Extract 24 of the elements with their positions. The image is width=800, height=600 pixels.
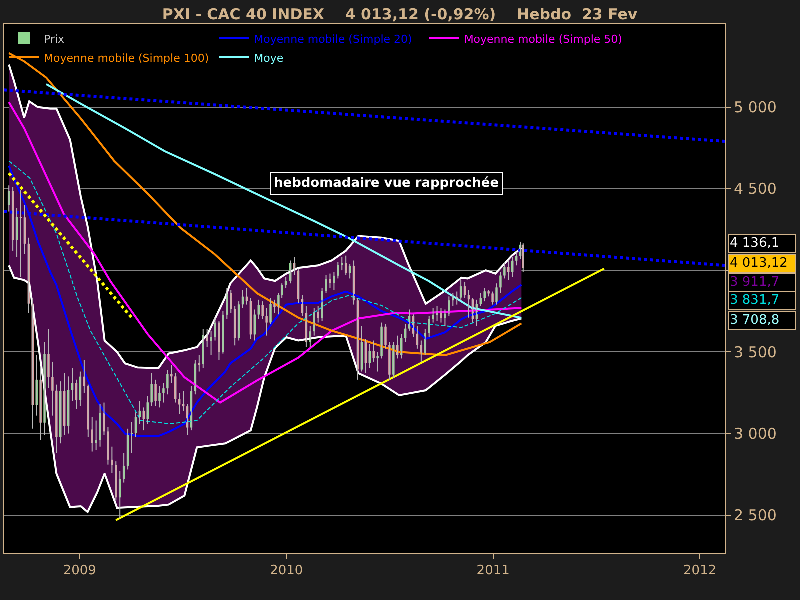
y-tick-label: 5 000 <box>734 98 777 117</box>
text: 3 831,7 <box>730 293 780 308</box>
text: 4 136,1 <box>730 236 780 251</box>
legend-label: Moyenne mobile (Simple 100) <box>44 52 210 65</box>
line-series <box>8 101 523 404</box>
x-tick-label: 2011 <box>476 564 510 579</box>
x-tick-label: 2009 <box>63 564 96 579</box>
x-tick-label: 2012 <box>684 564 717 579</box>
chart-title: PXI - CAC 40 INDEX 4 013,12 (-0,92%) Hebdo 23 Fev <box>162 6 638 24</box>
x-tick-label: 2010 <box>270 564 304 579</box>
annotation: hebdomadaire vue rapprochée <box>274 176 500 191</box>
y-tick-label: 3 000 <box>734 425 777 444</box>
text: 4 013,12 <box>730 256 788 271</box>
y-tick-label: 3 500 <box>734 343 777 362</box>
legend-label: Moyenne mobile (Simple 20) <box>254 32 412 46</box>
line-series <box>45 83 523 320</box>
y-tick-label: 2 500 <box>734 506 777 525</box>
legend-label: Prix <box>44 32 66 46</box>
legend-label: Moye <box>254 52 284 65</box>
y-tick-label: 4 500 <box>734 180 777 198</box>
line-series <box>8 264 523 514</box>
text: 3 708,8 <box>730 313 780 328</box>
legend-label: Moyenne mobile (Simple 50) <box>464 32 622 46</box>
text: 3 911,7 <box>730 275 780 290</box>
